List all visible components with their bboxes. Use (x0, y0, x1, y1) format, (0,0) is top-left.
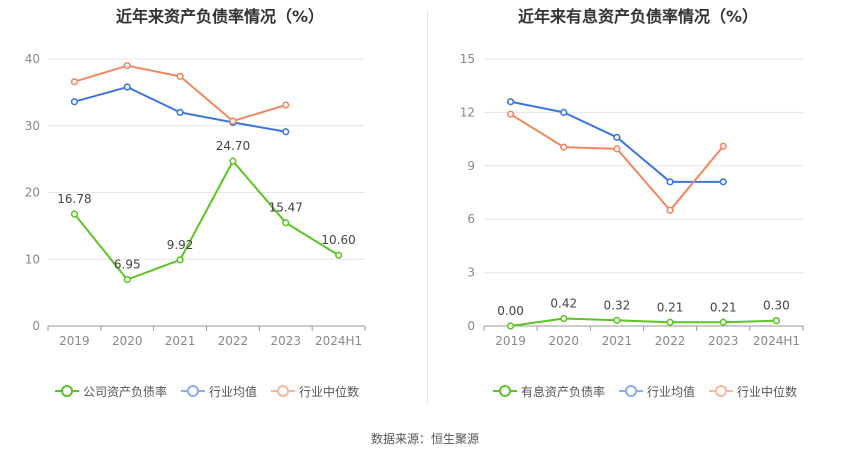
right-x-tick-label-2020: 2020 (548, 334, 579, 348)
right-series-2-point (560, 143, 568, 151)
right-y-tick-label: 9 (467, 159, 475, 173)
right-series-0-point (506, 322, 515, 330)
left-series-0-point (70, 210, 79, 218)
right-x-tick-label-2022: 2022 (655, 334, 686, 348)
legend-item-1[interactable]: 行业均值 (181, 383, 257, 400)
left-y-tick-label: 0 (32, 319, 40, 333)
left-x-tick-label-2022: 2022 (218, 334, 249, 348)
left-x-tick-label-2023: 2023 (270, 334, 301, 348)
right-series-0-point (772, 317, 781, 325)
right-series-2-point (613, 145, 621, 153)
right-series-1-point (666, 178, 674, 186)
left-data-label: 24.70 (216, 139, 250, 153)
right-data-label: 0.21 (657, 300, 684, 314)
legend-line-marker-icon (709, 385, 734, 397)
left-data-label: 16.78 (57, 192, 91, 206)
legend-label: 行业均值 (647, 384, 696, 399)
chart-title-debt-ratio: 近年来资产负债率情况（%） (115, 7, 325, 26)
legend-item-1[interactable]: 行业均值 (619, 383, 695, 400)
legend-item-0[interactable]: 有息资产负债率 (493, 383, 605, 400)
right-series-2-point (719, 142, 727, 150)
right-series-2-point (666, 206, 674, 214)
right-series-0-point (613, 316, 621, 324)
right-y-tick-label: 12 (460, 105, 475, 119)
left-series-0-point (176, 256, 184, 264)
left-data-label: 10.60 (321, 233, 355, 247)
legend-item-2[interactable]: 行业中位数 (709, 383, 797, 400)
left-series-1-point (282, 128, 290, 136)
right-series-0-point (719, 318, 727, 326)
left-x-tick-label-2020: 2020 (112, 334, 143, 348)
chart-title-interest-debt-ratio: 近年来有息资产负债率情况（%） (517, 7, 759, 26)
right-x-tick-label-2024H1: 2024H1 (753, 334, 800, 348)
left-x-tick-label-2024H1: 2024H1 (315, 334, 362, 348)
legend-debt-ratio: 公司资产负债率 行业均值 行业中位数 (55, 381, 359, 401)
legend-line-marker-icon (619, 385, 644, 397)
legend-interest-debt-ratio: 有息资产负债率 行业均值 行业中位数 (493, 381, 797, 401)
left-series-2-point (123, 62, 131, 70)
right-x-tick-label-2021: 2021 (602, 334, 633, 348)
left-y-tick-label: 20 (25, 186, 40, 200)
legend-label: 行业中位数 (737, 384, 798, 399)
left-series-0-point (123, 276, 131, 284)
right-series-line-1 (510, 100, 724, 183)
left-series-1-point (123, 83, 131, 91)
right-data-label: 0.21 (710, 300, 737, 314)
left-y-tick-label: 10 (25, 252, 40, 266)
right-data-label: 0.32 (604, 298, 631, 312)
legend-line-marker-icon (493, 385, 517, 397)
left-series-2-point (176, 72, 184, 80)
right-series-2-point (506, 110, 515, 118)
panel-divider (427, 10, 428, 405)
right-series-1-point (506, 98, 515, 106)
right-series-1-point (560, 108, 568, 116)
right-y-tick-label: 3 (467, 266, 475, 280)
legend-label: 公司资产负债率 (83, 384, 168, 399)
left-x-tick-label-2021: 2021 (165, 334, 196, 348)
right-data-label: 0.00 (497, 304, 524, 318)
legend-line-marker-icon (55, 385, 79, 397)
data-source-note: 数据来源：恒生聚源 (370, 432, 479, 446)
legend-label: 行业中位数 (299, 384, 360, 399)
right-series-1-point (719, 178, 727, 186)
left-series-2-point (282, 101, 290, 109)
legend-line-marker-icon (181, 385, 206, 397)
legend-label: 有息资产负债率 (521, 384, 606, 399)
left-series-1-point (70, 98, 79, 106)
left-data-label: 6.95 (114, 258, 141, 272)
left-y-tick-label: 30 (25, 119, 40, 133)
right-series-0-point (666, 318, 674, 326)
right-series-1-point (613, 133, 621, 141)
right-y-tick-label: 15 (460, 52, 475, 66)
legend-label: 行业均值 (209, 384, 258, 399)
left-series-0-point (334, 251, 343, 259)
right-series-0-point (560, 314, 568, 323)
right-x-tick-label-2023: 2023 (708, 334, 739, 348)
right-y-tick-label: 0 (467, 319, 475, 333)
left-x-tick-label-2019: 2019 (59, 334, 90, 348)
right-series-line-2 (510, 113, 725, 212)
right-data-label: 0.42 (550, 297, 577, 311)
legend-line-marker-icon (271, 385, 296, 397)
left-series-2-point (70, 78, 79, 86)
left-y-tick-label: 40 (25, 52, 40, 66)
right-x-tick-label-2019: 2019 (495, 334, 526, 348)
left-series-line-0 (73, 160, 340, 281)
legend-item-0[interactable]: 公司资产负债率 (55, 383, 167, 400)
left-data-label: 9.92 (167, 238, 194, 252)
left-series-1-point (176, 108, 184, 116)
left-series-0-point (282, 219, 290, 227)
legend-item-2[interactable]: 行业中位数 (271, 383, 359, 400)
right-data-label: 0.30 (763, 299, 790, 313)
left-series-2-point (229, 117, 237, 125)
right-series-line-0 (510, 317, 777, 327)
right-y-tick-label: 6 (467, 212, 475, 226)
left-data-label: 15.47 (269, 201, 303, 215)
left-series-0-point (229, 157, 237, 165)
